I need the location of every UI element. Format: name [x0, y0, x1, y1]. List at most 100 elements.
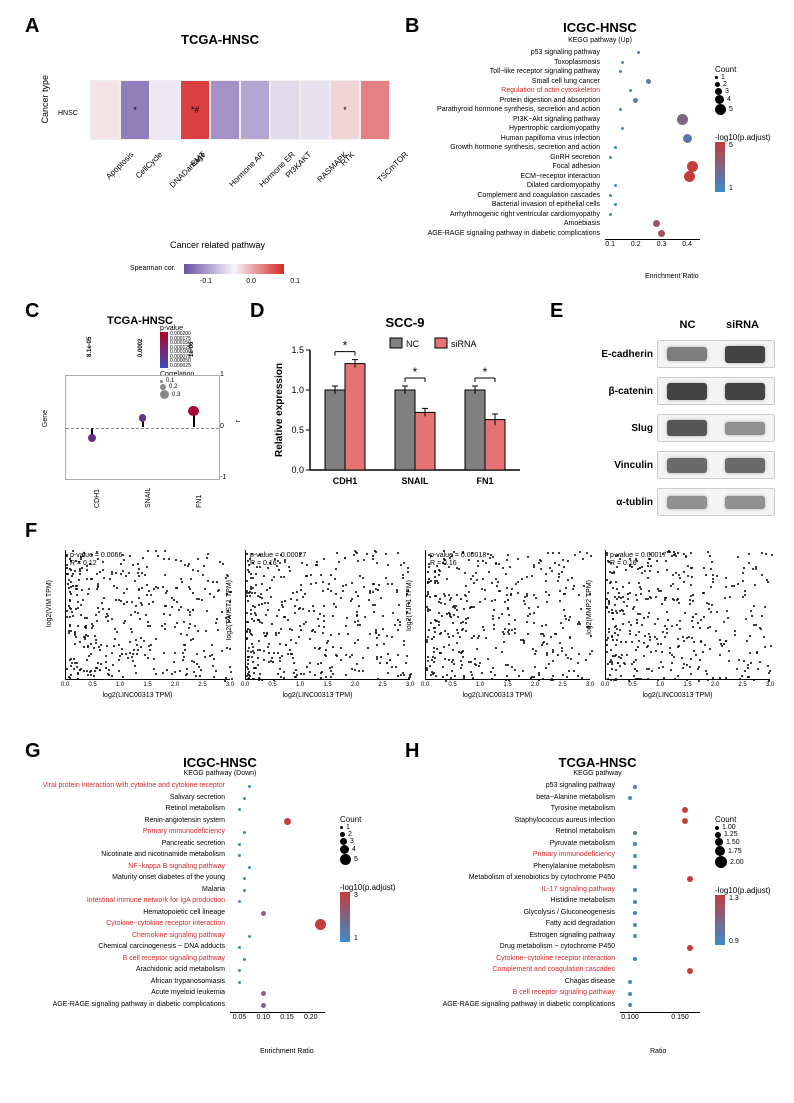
scatter-point	[648, 558, 650, 560]
scatter-point	[120, 600, 122, 602]
wb-lane	[657, 451, 775, 479]
scatter-point	[345, 654, 347, 656]
count-legend-title: Count	[340, 815, 400, 824]
scatter-point	[168, 558, 170, 560]
svg-text:Relative expression: Relative expression	[274, 363, 285, 457]
scatter-point	[75, 560, 77, 562]
scatter-point	[611, 612, 613, 614]
scatter-point	[430, 555, 432, 557]
scatter-point	[319, 613, 321, 615]
scatter-point	[533, 622, 535, 624]
scatter-point	[336, 552, 338, 554]
scatter-point	[253, 678, 255, 680]
scatter-point	[494, 674, 496, 676]
scatter-point	[340, 597, 342, 599]
scatter-point	[211, 654, 213, 656]
scatter-point	[514, 632, 516, 634]
scatter-point	[276, 615, 278, 617]
e-rows: E-cadherinβ-cateninSlugVinculinα-tublin	[575, 337, 775, 522]
scatter-point	[101, 602, 103, 604]
scatter-point	[105, 616, 107, 618]
h-xaxis: Ratio	[650, 1048, 666, 1055]
scatter-point	[66, 564, 68, 566]
scatter-point	[278, 632, 280, 634]
scatter-point	[303, 673, 305, 675]
scatter-point	[265, 614, 267, 616]
scatter-point	[102, 569, 104, 571]
a-star: *	[331, 105, 359, 115]
scatter-xlabel: log2(LINC00313 TPM)	[103, 692, 173, 699]
scatter-subplot: p-value = 0.00017R = 0.16	[605, 550, 770, 680]
pathway-label: Acute myeloid leukemia	[40, 988, 225, 997]
scatter-point	[135, 639, 137, 641]
scatter-point	[320, 677, 322, 679]
scatter-point	[97, 558, 99, 560]
scatter-point	[255, 584, 257, 586]
scatter-point	[554, 562, 556, 564]
scatter-point	[259, 673, 261, 675]
scatter-point	[111, 652, 113, 654]
pathway-dot	[238, 981, 241, 984]
scatter-point	[87, 593, 89, 595]
scatter-point	[332, 615, 334, 617]
scatter-point	[118, 644, 120, 646]
scatter-point	[376, 637, 378, 639]
pathway-dot	[633, 865, 637, 869]
panel-a-label: A	[25, 15, 39, 38]
r-tick: 0	[220, 423, 224, 430]
scatter-point	[105, 667, 107, 669]
pathway-label: Chagas disease	[420, 977, 615, 986]
scatter-point	[678, 602, 680, 604]
scatter-point	[377, 678, 379, 680]
pathway-label: Cytokine−cytokine receptor interaction	[420, 954, 615, 963]
scatter-point	[615, 581, 617, 583]
scatter-point	[538, 562, 540, 564]
scatter-point	[125, 653, 127, 655]
scatter-point	[508, 679, 510, 681]
scatter-point	[709, 648, 711, 650]
a-cell-CellCycle: *	[120, 80, 150, 140]
scatter-point	[328, 583, 330, 585]
wb-band	[725, 346, 765, 363]
scatter-point	[439, 570, 441, 572]
scatter-point	[440, 602, 442, 604]
scatter-point	[622, 623, 624, 625]
scatter-point	[397, 675, 399, 677]
pathway-label: beta−Alanine metabolism	[420, 793, 615, 802]
scatter-point	[351, 668, 353, 670]
scatter-point	[342, 590, 344, 592]
color-legend-bar	[715, 895, 725, 945]
scatter-point	[260, 593, 262, 595]
scatter-point	[264, 602, 266, 604]
h-legend: Count1.001.251.501.752.00-log10(p.adjust…	[715, 815, 775, 945]
scatter-xtick: 2.0	[167, 682, 183, 688]
scatter-point	[88, 588, 90, 590]
scatter-xtick: 0.0	[57, 682, 73, 688]
scatter-point	[750, 662, 752, 664]
scatter-point	[460, 598, 462, 600]
pathway-label: Complement and coagulation cascades	[425, 191, 600, 200]
scatter-point	[691, 567, 693, 569]
scatter-point	[764, 646, 766, 648]
scatter-point	[573, 670, 575, 672]
scatter-point	[335, 593, 337, 595]
scatter-point	[473, 606, 475, 608]
scatter-point	[98, 611, 100, 613]
a-legend-title: Spearman cor.	[130, 265, 176, 272]
scatter-point	[625, 569, 627, 571]
scatter-point	[665, 560, 667, 562]
scatter-point	[438, 612, 440, 614]
scatter-point	[633, 606, 635, 608]
pathway-dot	[687, 945, 693, 951]
scatter-point	[526, 595, 528, 597]
scatter-point	[461, 664, 463, 666]
scatter-point	[733, 585, 735, 587]
scatter-point	[524, 603, 526, 605]
count-legend-dot	[340, 832, 345, 837]
scatter-point	[651, 670, 653, 672]
scatter-stats: p-value = 0.0066R = 0.12	[70, 552, 122, 568]
scatter-point	[254, 592, 256, 594]
scatter-point	[547, 552, 549, 554]
pathway-label: Staphylococcus aureus infection	[420, 816, 615, 825]
scatter-point	[748, 676, 750, 678]
